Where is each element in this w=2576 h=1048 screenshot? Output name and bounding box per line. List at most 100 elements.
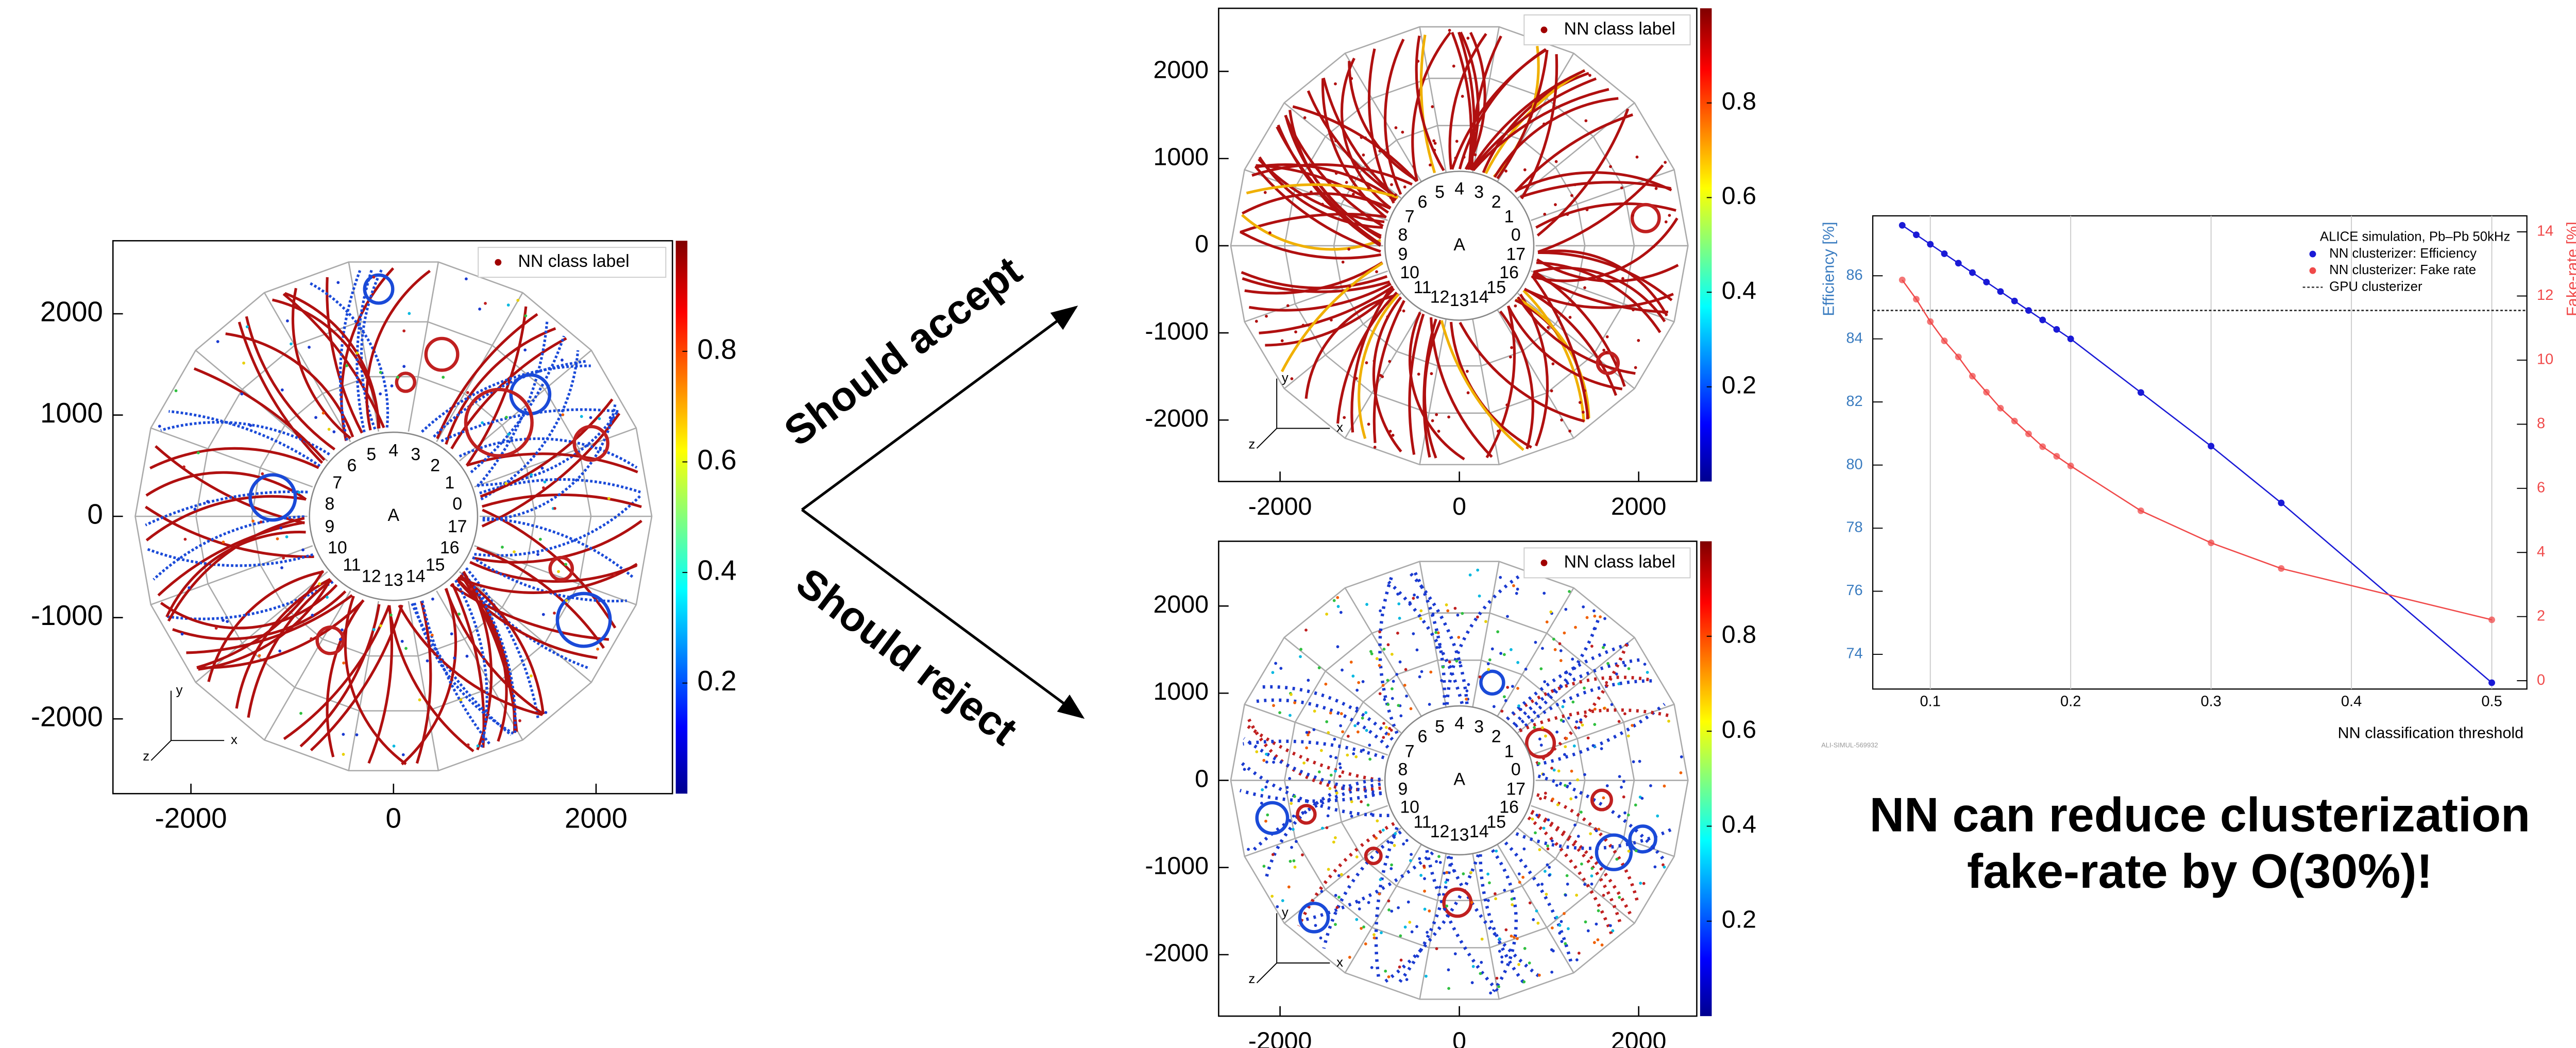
cluster: [1431, 419, 1434, 422]
sector-label: 4: [1454, 714, 1464, 733]
data-point: [1899, 222, 1906, 229]
cluster: [1290, 846, 1293, 849]
cluster: [1610, 703, 1614, 706]
cluster: [1611, 929, 1615, 933]
cluster: [222, 619, 225, 622]
cluster: [1387, 975, 1391, 978]
sector-label: 5: [366, 445, 376, 464]
cluster: [1306, 733, 1310, 737]
cluster: [401, 753, 405, 756]
cluster: [1552, 768, 1556, 772]
axis-glyph: [1256, 428, 1277, 449]
cluster: [1642, 882, 1646, 885]
cluster: [1542, 826, 1546, 830]
cluster: [1467, 683, 1470, 686]
cluster: [1572, 744, 1576, 748]
track: [1242, 277, 1391, 293]
cluster: [1329, 773, 1333, 777]
cluster: [1429, 163, 1432, 167]
cluster: [290, 342, 293, 346]
cluster: [1586, 929, 1590, 933]
cluster: [1470, 901, 1473, 904]
cluster: [1303, 116, 1307, 120]
tracks: [1239, 568, 1683, 995]
cluster: [1301, 324, 1305, 327]
sector-label: 13: [1450, 825, 1469, 845]
cluster: [1390, 183, 1393, 187]
axis-letter: x: [231, 733, 238, 747]
track: [1537, 164, 1664, 253]
cluster: [1428, 909, 1431, 912]
cluster: [1346, 735, 1350, 738]
axis-letter: z: [143, 749, 149, 764]
cluster: [1334, 82, 1337, 86]
cluster: [1541, 726, 1544, 730]
cluster: [1290, 692, 1293, 696]
sector-boundary: [264, 590, 351, 740]
sector-label: 15: [1486, 278, 1506, 297]
cluster: [1550, 839, 1554, 842]
colorbar-tick-label: 0.6: [1722, 716, 1756, 743]
cluster: [1356, 730, 1360, 734]
y2-tick-label: 10: [2537, 351, 2553, 368]
cluster: [1271, 671, 1275, 674]
cluster: [1362, 925, 1365, 928]
cluster: [1326, 814, 1330, 818]
cluster: [1603, 617, 1606, 620]
cluster: [1648, 848, 1652, 852]
cluster: [1522, 980, 1526, 984]
track: [479, 478, 641, 495]
cluster: [1540, 647, 1544, 650]
cluster: [342, 661, 345, 665]
cluster: [1362, 748, 1365, 752]
cluster: [1585, 616, 1589, 619]
cluster: [1653, 865, 1657, 869]
y2-tick-label: 6: [2537, 479, 2545, 496]
track: [1479, 854, 1527, 986]
axis-glyph: [1256, 962, 1277, 984]
cluster: [1560, 940, 1564, 943]
cluster: [408, 312, 411, 315]
cluster: [1488, 658, 1492, 662]
cluster: [1593, 707, 1597, 711]
cluster: [1597, 827, 1601, 831]
track: [367, 605, 394, 764]
data-point: [1955, 260, 1962, 267]
legend-marker: [2309, 267, 2316, 274]
track: [1527, 816, 1614, 935]
cluster: [1516, 661, 1520, 664]
track: [476, 546, 605, 649]
cluster: [1317, 666, 1321, 669]
track: [1499, 310, 1534, 449]
cluster: [1334, 139, 1337, 143]
cluster: [1336, 596, 1340, 599]
colorbar-tick-label: 0.4: [1722, 277, 1756, 305]
cluster: [1585, 208, 1589, 211]
looper: [1296, 804, 1317, 825]
cluster: [1391, 687, 1394, 690]
track: [1246, 724, 1381, 782]
cluster: [301, 548, 304, 552]
cluster: [1265, 760, 1268, 764]
cluster: [1370, 966, 1374, 969]
cluster: [1340, 873, 1343, 876]
cluster: [1554, 160, 1558, 163]
cluster: [1521, 875, 1525, 879]
cluster: [1574, 626, 1577, 629]
sector-boundary: [459, 571, 592, 683]
cluster: [505, 415, 508, 419]
cluster: [1378, 664, 1381, 667]
track: [157, 521, 305, 597]
looper: [1479, 669, 1505, 696]
sector-label: 14: [1469, 822, 1489, 841]
x-tick-label: 0: [386, 802, 401, 834]
track: [482, 517, 635, 579]
track: [1531, 275, 1589, 419]
x-tick-label: -2000: [1248, 493, 1312, 520]
x-tick-label: 0.3: [2200, 694, 2221, 710]
cluster: [180, 632, 184, 636]
cluster: [206, 500, 209, 503]
cluster: [1348, 284, 1351, 288]
cluster: [258, 654, 261, 657]
